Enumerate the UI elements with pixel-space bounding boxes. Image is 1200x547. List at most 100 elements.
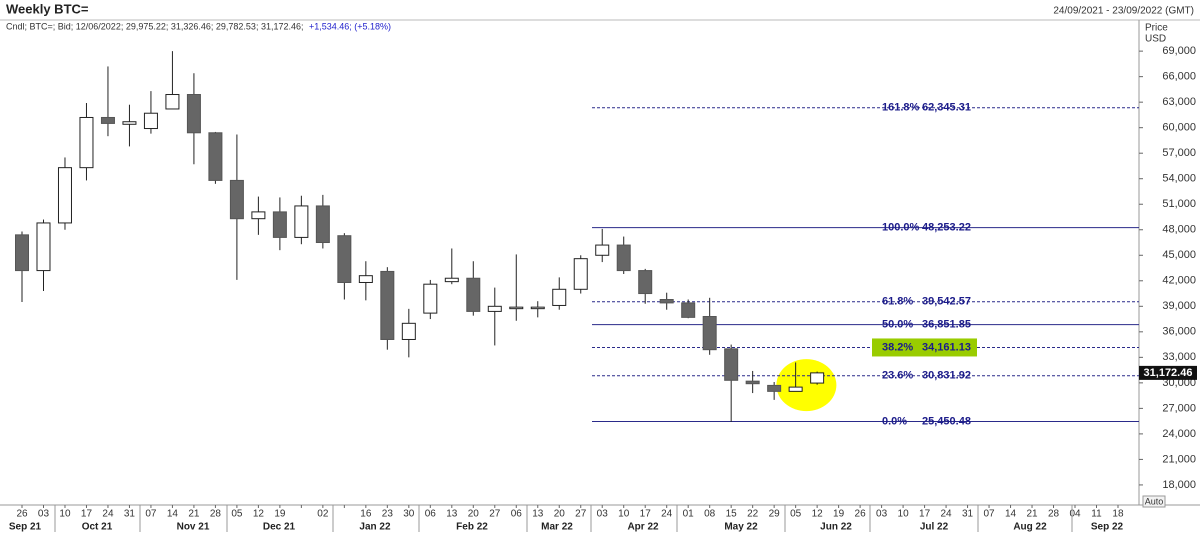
fib-value: 25,450.48 <box>922 415 971 427</box>
y-tick-label: 36,000 <box>1162 326 1196 338</box>
month-label: Jun 22 <box>820 522 852 533</box>
x-tick-label: 07 <box>145 509 157 520</box>
month-label: Oct 21 <box>82 522 113 533</box>
x-tick-label: 30 <box>403 509 415 520</box>
x-tick-label: 31 <box>124 509 136 520</box>
candle-body <box>36 222 51 272</box>
candle-body <box>767 384 782 392</box>
candle-body <box>616 244 631 272</box>
y-tick-label: 48,000 <box>1162 224 1196 236</box>
x-tick-label: 17 <box>81 509 93 520</box>
x-tick-label: 07 <box>983 509 995 520</box>
candle-body <box>229 179 244 220</box>
info: Cndl; BTC=; Bid; 12/06/2022; 29,975.22; … <box>6 21 303 31</box>
fib-label: 38.2% <box>882 341 913 353</box>
candle-body <box>595 244 610 256</box>
x-tick-label: 31 <box>962 509 974 520</box>
chart-title: Weekly BTC= <box>6 1 89 16</box>
auto-button[interactable] <box>1142 495 1166 508</box>
x-tick-label: 24 <box>941 509 953 520</box>
candle-body <box>380 270 395 340</box>
month-label: Jul 22 <box>920 522 949 533</box>
candle-body <box>638 270 653 295</box>
candle-body <box>294 205 309 238</box>
candle-body <box>401 322 416 340</box>
month-label: Feb 22 <box>456 522 488 533</box>
x-tick-label: 14 <box>1005 509 1017 520</box>
y-tick-label: 66,000 <box>1162 71 1196 83</box>
candle-body <box>251 211 266 220</box>
candle-body <box>358 275 373 283</box>
last-price-label: 31,172.46 <box>1144 367 1193 379</box>
candle-body <box>552 288 567 306</box>
fib-value: 30,831.92 <box>922 370 971 382</box>
fib-label: 0.0% <box>882 415 907 427</box>
x-tick-label: 10 <box>618 509 630 520</box>
candle-body <box>573 258 588 290</box>
month-label: May 22 <box>724 522 758 533</box>
x-tick-label: 21 <box>188 509 200 520</box>
candle-body <box>315 205 330 244</box>
y-tick-label: 21,000 <box>1162 453 1196 465</box>
candle-body <box>659 299 674 304</box>
fib-highlight <box>872 338 977 357</box>
change: +1,534.46; (+5.18%) <box>309 21 391 31</box>
candle-body <box>530 306 545 310</box>
auto-label[interactable]: Auto <box>1145 496 1164 506</box>
x-tick-label: 16 <box>360 509 372 520</box>
x-tick-label: 08 <box>704 509 716 520</box>
fib-label: 50.0% <box>882 318 913 330</box>
month-label: Aug 22 <box>1013 522 1047 533</box>
candle-body <box>702 316 717 351</box>
x-tick-label: 10 <box>59 509 71 520</box>
candle-body <box>122 121 137 125</box>
candle-body <box>57 167 72 224</box>
month-label: Mar 22 <box>541 522 573 533</box>
y-tick-label: 42,000 <box>1162 275 1196 287</box>
x-tick-label: 28 <box>1048 509 1060 520</box>
x-tick-label: 22 <box>747 509 759 520</box>
x-tick-label: 15 <box>726 509 738 520</box>
y-tick-label: 27,000 <box>1162 402 1196 414</box>
x-tick-label: 13 <box>446 509 458 520</box>
y-axis-label: Price <box>1145 23 1168 34</box>
y-tick-label: 54,000 <box>1162 173 1196 185</box>
month-label: Apr 22 <box>627 522 659 533</box>
candle-body <box>444 277 459 283</box>
candle-body <box>466 277 481 312</box>
x-tick-label: 24 <box>661 509 673 520</box>
x-tick-label: 24 <box>102 509 114 520</box>
month-label: Nov 21 <box>177 522 210 533</box>
fib-label: 23.6% <box>882 370 913 382</box>
y-tick-label: 45,000 <box>1162 249 1196 261</box>
candle-body <box>745 380 760 385</box>
x-tick-label: 12 <box>253 509 265 520</box>
x-tick-label: 20 <box>468 509 480 520</box>
last-price-tag <box>1139 365 1197 380</box>
x-tick-label: 19 <box>274 509 286 520</box>
fib-value: 39,542.57 <box>922 296 971 308</box>
x-tick-label: 21 <box>1026 509 1038 520</box>
fib-label: 100.0% <box>882 222 920 234</box>
x-tick-label: 03 <box>38 509 50 520</box>
y-tick-label: 33,000 <box>1162 351 1196 363</box>
month-label: Jan 22 <box>359 522 391 533</box>
y-axis-unit: USD <box>1145 34 1166 45</box>
candle-body <box>509 306 524 310</box>
x-tick-label: 05 <box>790 509 802 520</box>
month-label: Dec 21 <box>263 522 296 533</box>
x-tick-label: 12 <box>812 509 824 520</box>
x-tick-label: 17 <box>640 509 652 520</box>
x-tick-label: 11 <box>1091 509 1102 520</box>
fib-value: 36,851.85 <box>922 318 971 330</box>
x-tick-label: 28 <box>210 509 222 520</box>
y-tick-label: 51,000 <box>1162 198 1196 210</box>
x-tick-label: 18 <box>1112 509 1124 520</box>
candle-body <box>423 283 438 314</box>
x-tick-label: 26 <box>855 509 867 520</box>
x-tick-label: 02 <box>317 509 329 520</box>
y-tick-label: 69,000 <box>1162 45 1196 57</box>
x-tick-label: 10 <box>898 509 910 520</box>
fib-value: 34,161.13 <box>922 341 971 353</box>
